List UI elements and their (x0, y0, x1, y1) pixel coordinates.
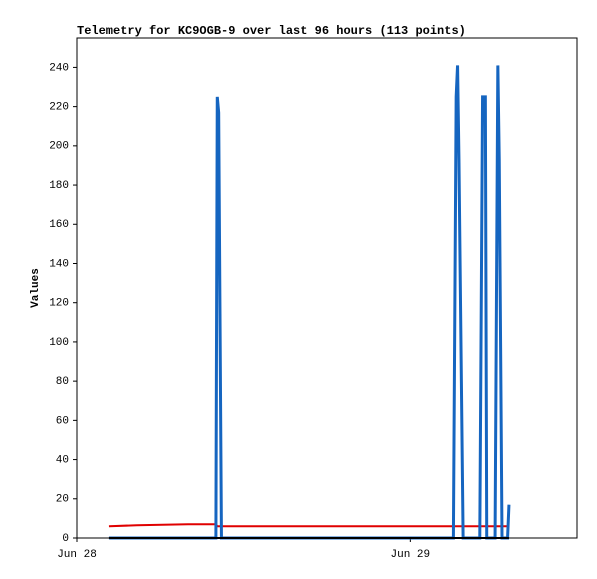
y-tick-label: 180 (49, 180, 69, 192)
y-tick-label: 160 (49, 219, 69, 231)
x-tick-label: Jun 28 (57, 549, 97, 561)
y-tick-label: 80 (56, 376, 69, 388)
y-tick-label: 120 (49, 298, 69, 310)
y-tick-label: 100 (49, 337, 69, 349)
y-tick-label: 0 (62, 533, 69, 545)
y-tick-label: 240 (49, 62, 69, 74)
y-tick-label: 200 (49, 141, 69, 153)
series-line (108, 65, 511, 540)
y-tick-label: 140 (49, 258, 69, 270)
series-line (108, 523, 509, 528)
y-tick-label: 60 (56, 415, 69, 427)
y-tick-label: 220 (49, 102, 69, 114)
y-axis-label: Values (30, 268, 42, 308)
chart-title: Telemetry for KC9OGB-9 over last 96 hour… (77, 24, 466, 38)
y-tick-label: 40 (56, 454, 69, 466)
y-tick-label: 20 (56, 494, 69, 506)
x-tick-label: Jun 29 (391, 549, 431, 561)
